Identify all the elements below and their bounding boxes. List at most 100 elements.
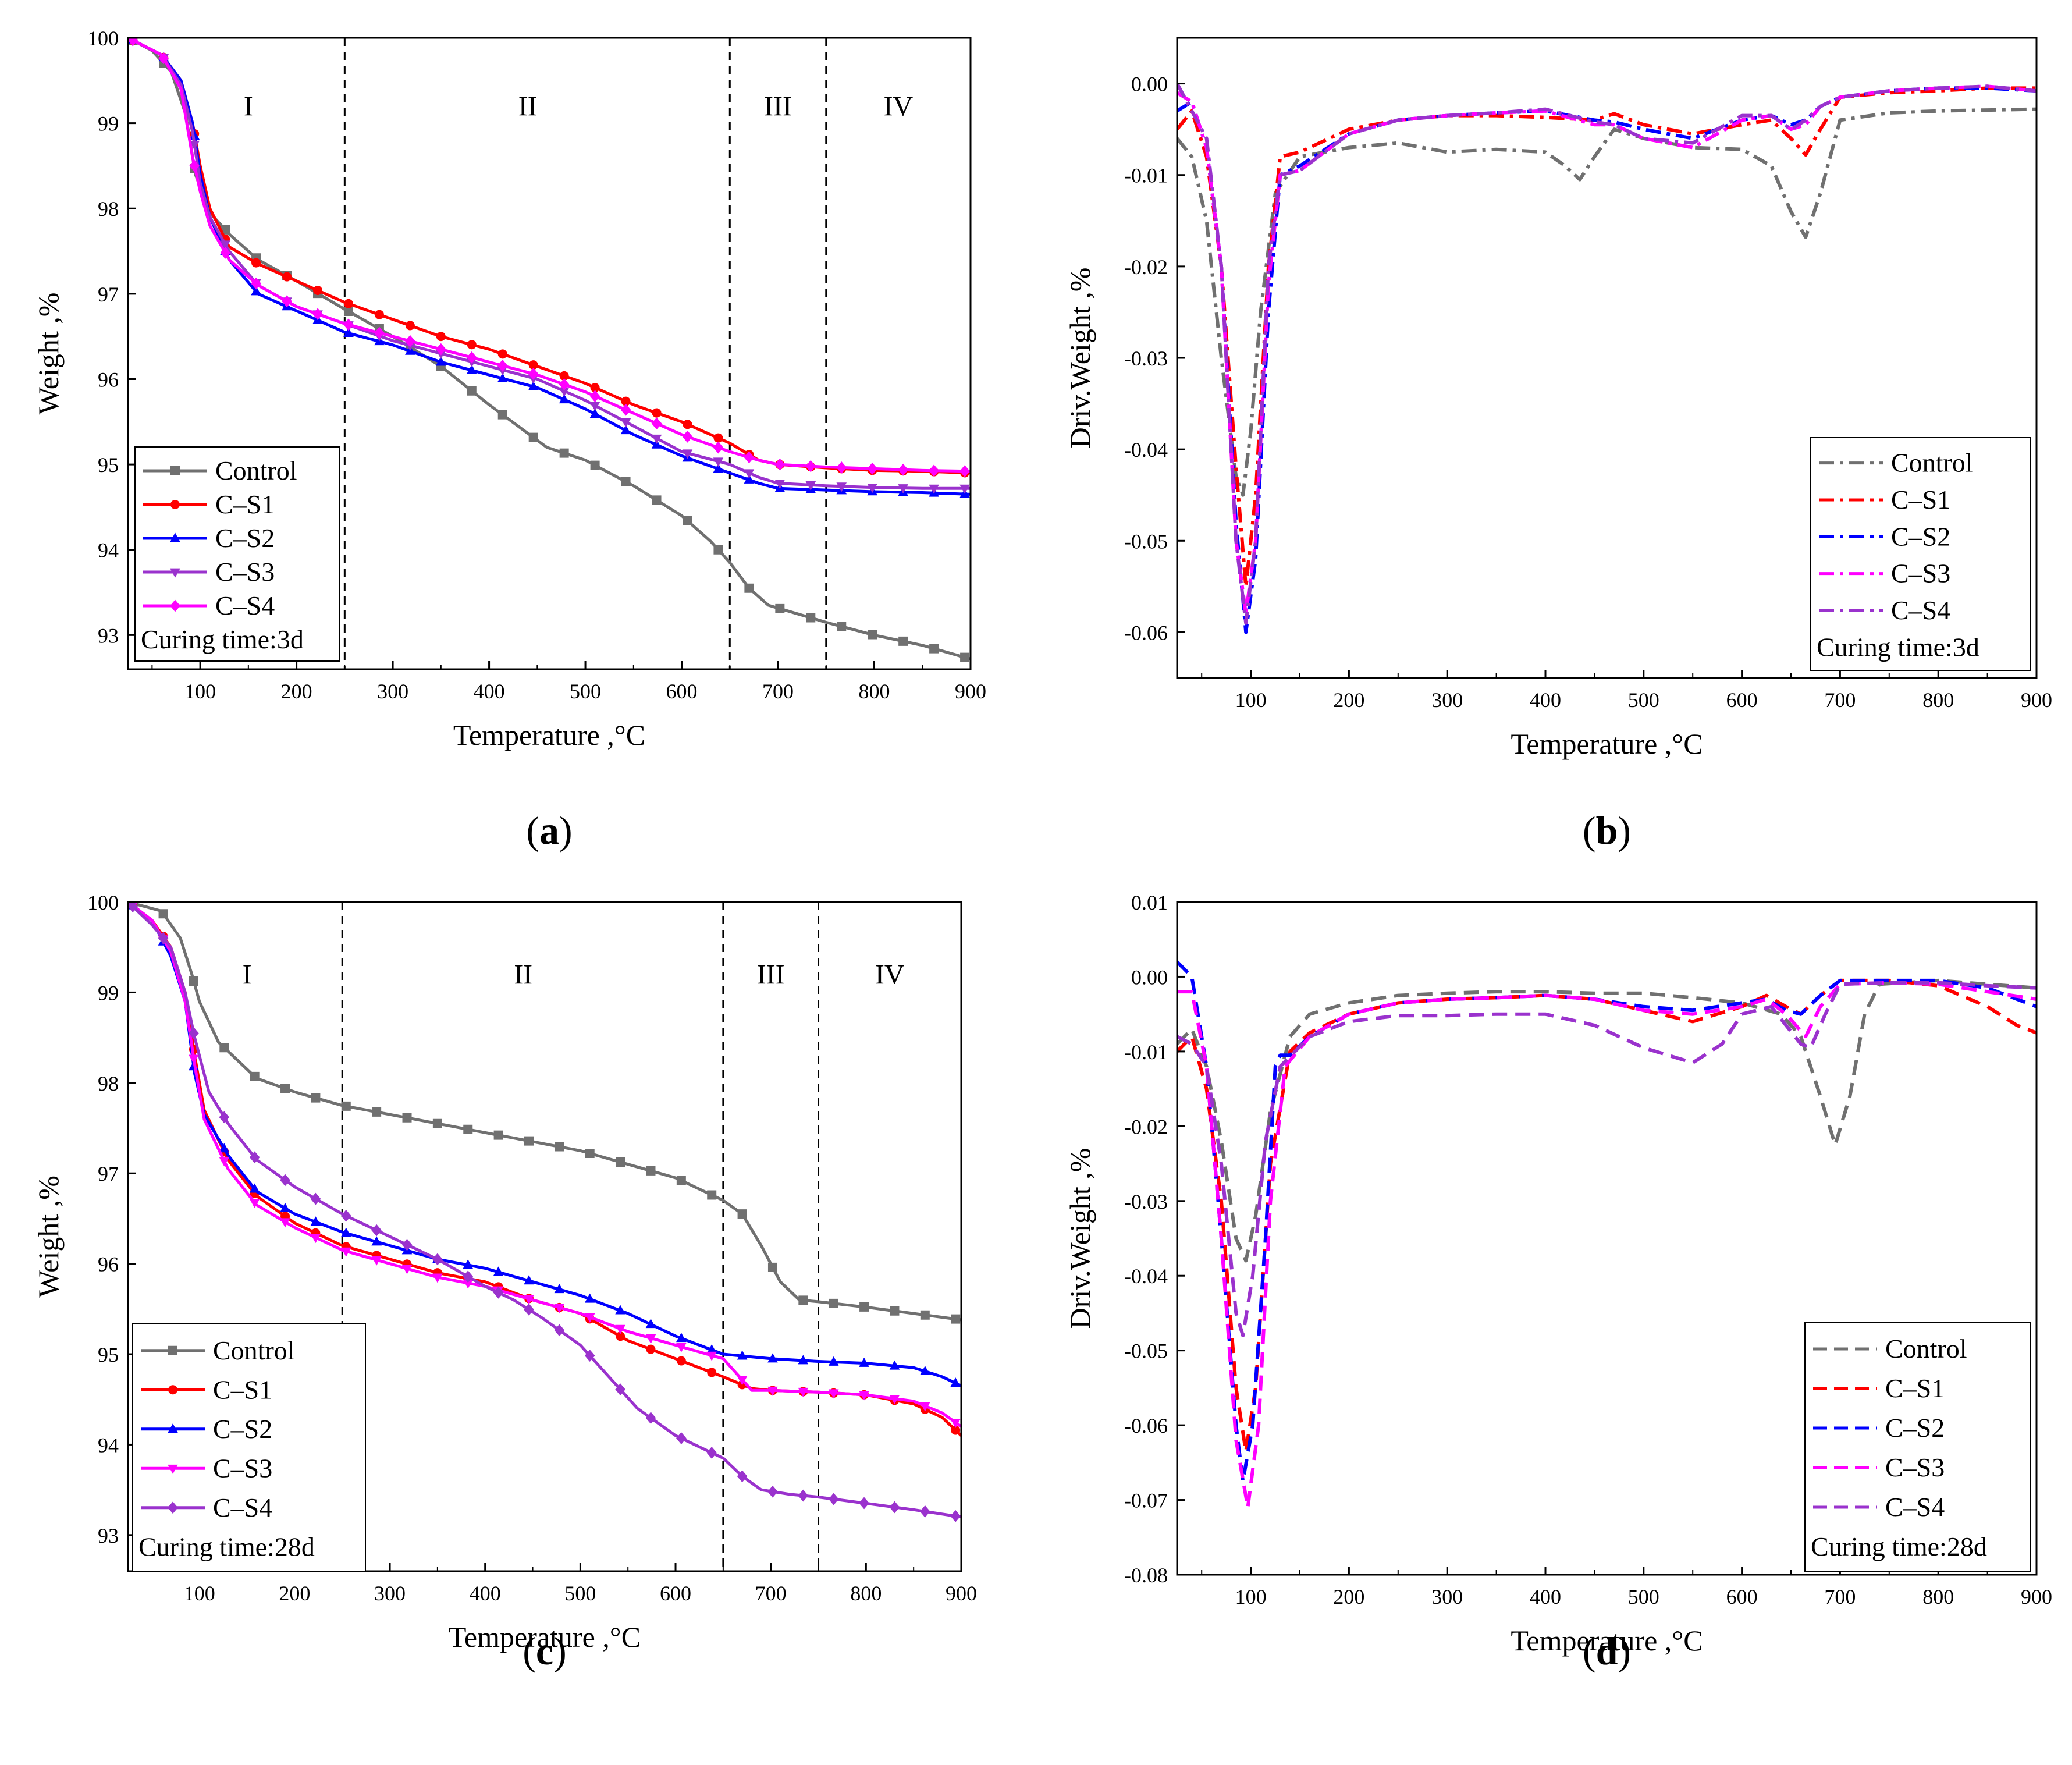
x-tick-label: 200 — [1333, 688, 1364, 712]
data-point — [889, 1395, 900, 1405]
data-point — [280, 1174, 290, 1187]
data-point — [524, 1303, 534, 1316]
data-point — [585, 1149, 595, 1159]
data-point — [219, 1043, 229, 1053]
y-tick-label: -0.04 — [1124, 1265, 1168, 1288]
panel-label-open: ( — [1583, 1629, 1596, 1673]
y-tick-label: 100 — [87, 891, 119, 914]
legend-label: C–S2 — [1885, 1413, 1945, 1443]
y-tick-label: 93 — [98, 624, 119, 647]
panel-label-close: ) — [1618, 1629, 1631, 1673]
x-tick-label: 300 — [374, 1582, 406, 1605]
data-point — [621, 396, 631, 406]
x-tick-label: 500 — [570, 680, 601, 703]
data-point — [282, 272, 292, 282]
data-point — [676, 1343, 687, 1352]
series-line — [128, 38, 971, 490]
y-tick-label: 96 — [98, 1253, 119, 1276]
data-point — [251, 286, 261, 296]
data-point — [836, 482, 847, 492]
data-point — [890, 1306, 900, 1316]
data-point — [590, 460, 600, 470]
region-label: III — [764, 91, 792, 122]
data-point — [920, 1402, 930, 1412]
y-tick-label: 100 — [87, 27, 119, 50]
legend-marker — [168, 1501, 178, 1514]
y-tick-label: 98 — [98, 197, 119, 221]
series-C–S3 — [1177, 981, 2037, 1510]
data-point — [646, 1166, 656, 1176]
data-point — [559, 387, 570, 397]
x-tick-label: 100 — [1235, 688, 1267, 712]
data-point — [836, 461, 847, 474]
data-point — [859, 1302, 869, 1312]
series-line — [1177, 981, 2037, 1337]
x-tick-label: 100 — [184, 1582, 215, 1605]
data-point — [959, 465, 970, 478]
data-point — [837, 622, 847, 631]
data-point — [676, 1176, 686, 1185]
data-point — [868, 630, 877, 640]
data-point — [528, 381, 539, 390]
series-C–S4 — [128, 902, 961, 1522]
data-point — [682, 449, 693, 459]
data-point — [590, 383, 600, 393]
legend-label: C–S1 — [1885, 1373, 1945, 1403]
data-point — [920, 1365, 930, 1375]
data-point — [828, 1356, 839, 1366]
data-point — [584, 1350, 595, 1362]
y-tick-label: -0.04 — [1124, 438, 1168, 461]
legend-note: Curing time:28d — [1811, 1532, 1987, 1561]
data-point — [497, 359, 508, 372]
panel-label-open: ( — [1583, 808, 1596, 853]
x-tick-label: 400 — [474, 680, 505, 703]
data-point — [466, 364, 477, 374]
data-point — [554, 1304, 565, 1313]
data-point — [559, 448, 569, 458]
x-tick-label: 300 — [1431, 688, 1463, 712]
data-point — [158, 909, 168, 919]
plot-frame — [1176, 901, 2038, 1576]
panel-label: (c) — [523, 1629, 567, 1673]
legend-box — [132, 1323, 366, 1572]
panel-label-close: ) — [553, 1629, 567, 1673]
panel-label-letter: a — [539, 808, 559, 853]
data-point — [645, 1334, 656, 1344]
data-point — [401, 1265, 413, 1274]
data-point — [589, 409, 600, 418]
x-tick-label: 900 — [955, 680, 986, 703]
data-point — [463, 1124, 473, 1134]
data-point — [251, 258, 261, 268]
panel-label-close: ) — [1618, 808, 1631, 853]
data-point — [405, 335, 415, 347]
data-point — [951, 1314, 961, 1324]
region-label: IV — [875, 959, 905, 990]
panel-label: (b) — [1583, 808, 1631, 853]
data-point — [402, 1113, 412, 1123]
data-point — [251, 277, 261, 290]
data-point — [555, 1142, 564, 1152]
data-point — [313, 286, 323, 295]
legend-label: C–S1 — [213, 1375, 272, 1404]
data-point — [371, 1236, 382, 1246]
region-label: II — [518, 91, 537, 122]
data-point — [767, 1262, 777, 1272]
panel-label: (d) — [1583, 1629, 1631, 1673]
data-point — [554, 1324, 565, 1337]
legend-marker — [168, 1385, 177, 1395]
data-point — [584, 1293, 595, 1303]
data-point — [493, 1266, 504, 1276]
y-axis-title: Driv.Weight ,% — [1064, 268, 1096, 449]
legend-label: C–S3 — [1885, 1453, 1945, 1482]
panel-label-open: ( — [523, 1629, 536, 1673]
data-point — [867, 484, 878, 493]
y-tick-label: -0.03 — [1124, 1190, 1168, 1213]
data-point — [343, 299, 353, 308]
y-tick-label: -0.05 — [1124, 1340, 1168, 1363]
panel-label: (a) — [526, 808, 572, 853]
panel-label-close: ) — [559, 808, 573, 853]
data-point — [372, 1107, 382, 1117]
y-axis-title: Driv.Weight ,% — [1064, 1148, 1096, 1329]
data-point — [806, 613, 816, 623]
